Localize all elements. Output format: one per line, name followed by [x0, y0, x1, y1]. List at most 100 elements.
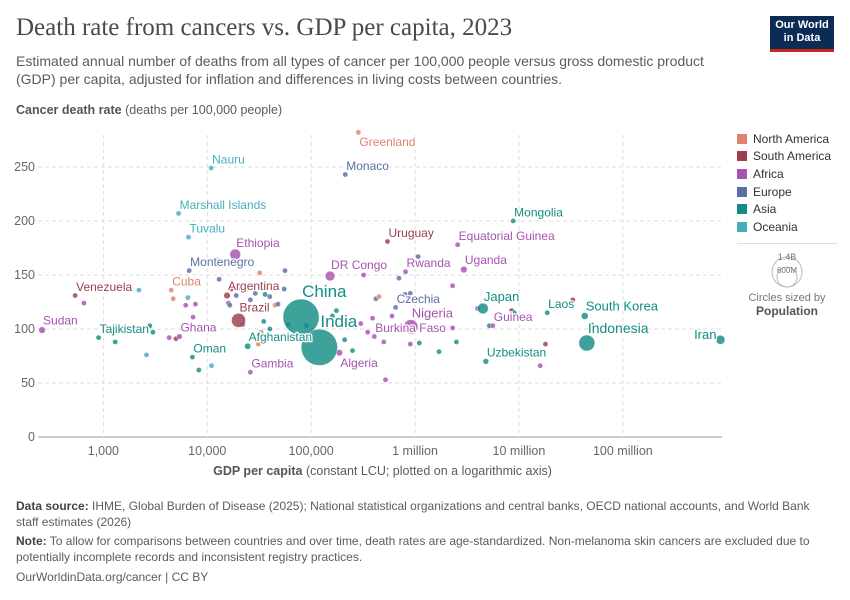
- point[interactable]: [407, 341, 414, 347]
- point-sudan[interactable]: [38, 326, 46, 334]
- point[interactable]: [247, 297, 254, 303]
- point-burkina-faso[interactable]: [371, 333, 378, 340]
- point-tuvalu[interactable]: [185, 234, 192, 240]
- point[interactable]: [252, 290, 259, 297]
- point[interactable]: [233, 292, 240, 299]
- point[interactable]: [364, 329, 371, 336]
- point-venezuela[interactable]: [72, 292, 78, 299]
- point[interactable]: [208, 362, 215, 369]
- legend-item-asia[interactable]: Asia: [737, 200, 831, 218]
- point[interactable]: [250, 333, 257, 340]
- point[interactable]: [542, 341, 549, 347]
- point-mongolia[interactable]: [510, 218, 516, 224]
- point-equatorial-guinea[interactable]: [454, 241, 461, 248]
- point-japan[interactable]: [477, 302, 489, 315]
- point[interactable]: [379, 326, 385, 332]
- point-algeria[interactable]: [335, 349, 343, 357]
- point[interactable]: [588, 321, 595, 328]
- point[interactable]: [537, 362, 543, 369]
- point[interactable]: [407, 290, 414, 297]
- point[interactable]: [360, 272, 367, 278]
- legend-item-europe[interactable]: Europe: [737, 183, 831, 201]
- point[interactable]: [267, 293, 273, 300]
- point[interactable]: [449, 282, 456, 289]
- point[interactable]: [369, 315, 376, 321]
- point[interactable]: [453, 339, 460, 345]
- point[interactable]: [143, 352, 150, 358]
- point[interactable]: [216, 276, 222, 283]
- point-rwanda[interactable]: [402, 268, 409, 275]
- point[interactable]: [349, 347, 356, 354]
- point[interactable]: [396, 275, 402, 282]
- point[interactable]: [190, 314, 196, 320]
- point[interactable]: [281, 286, 287, 292]
- point-indonesia[interactable]: [578, 334, 596, 352]
- point-ethiopia[interactable]: [229, 248, 241, 261]
- point[interactable]: [262, 291, 268, 298]
- point[interactable]: [255, 341, 262, 347]
- point[interactable]: [259, 282, 266, 289]
- point[interactable]: [166, 334, 172, 341]
- point-india[interactable]: [300, 328, 338, 366]
- point[interactable]: [341, 336, 348, 343]
- point[interactable]: [196, 367, 202, 373]
- point[interactable]: [236, 285, 243, 291]
- point-guinea[interactable]: [489, 322, 496, 329]
- point[interactable]: [170, 295, 176, 302]
- point-china[interactable]: [282, 298, 320, 336]
- point-greenland[interactable]: [355, 129, 362, 136]
- point[interactable]: [267, 326, 273, 332]
- point[interactable]: [570, 297, 576, 303]
- point[interactable]: [228, 286, 234, 292]
- point-oman[interactable]: [189, 354, 196, 360]
- point[interactable]: [227, 302, 233, 309]
- point-afghanistan[interactable]: [244, 342, 252, 350]
- point-laos[interactable]: [544, 309, 550, 316]
- legend-item-south-america[interactable]: South America: [737, 148, 831, 166]
- point[interactable]: [81, 300, 87, 306]
- point[interactable]: [275, 301, 281, 307]
- point-uganda[interactable]: [460, 266, 468, 274]
- point-uzbekistan[interactable]: [482, 358, 489, 365]
- point-tajikistan[interactable]: [95, 334, 102, 341]
- point[interactable]: [185, 294, 191, 301]
- point-uruguay[interactable]: [384, 238, 391, 245]
- legend-item-oceania[interactable]: Oceania: [737, 218, 831, 236]
- point-argentina[interactable]: [223, 292, 231, 299]
- point[interactable]: [329, 313, 336, 319]
- point[interactable]: [147, 322, 153, 329]
- owid-logo[interactable]: Our World in Data: [770, 16, 834, 52]
- point-iran[interactable]: [715, 335, 726, 345]
- point-nigeria[interactable]: [403, 319, 419, 335]
- point-marshall-islands[interactable]: [175, 210, 182, 217]
- point-cuba[interactable]: [168, 287, 175, 293]
- point[interactable]: [136, 287, 142, 293]
- point[interactable]: [150, 329, 156, 336]
- point-nauru[interactable]: [208, 165, 214, 171]
- point[interactable]: [511, 309, 517, 316]
- point-ghana[interactable]: [176, 333, 183, 340]
- point[interactable]: [382, 376, 389, 383]
- point-gambia[interactable]: [247, 369, 254, 375]
- point[interactable]: [380, 339, 387, 345]
- point[interactable]: [182, 302, 189, 309]
- legend-item-north-america[interactable]: North America: [737, 130, 831, 148]
- legend-item-africa[interactable]: Africa: [737, 165, 831, 183]
- point[interactable]: [357, 320, 364, 327]
- source-url[interactable]: OurWorldinData.org/cancer | CC BY: [16, 570, 209, 584]
- point-monaco[interactable]: [342, 171, 349, 178]
- point[interactable]: [376, 293, 382, 300]
- point[interactable]: [258, 329, 264, 336]
- point[interactable]: [192, 301, 199, 307]
- point[interactable]: [389, 313, 395, 319]
- point[interactable]: [402, 291, 408, 298]
- point[interactable]: [333, 307, 340, 314]
- point-montenegro[interactable]: [186, 267, 192, 274]
- point[interactable]: [449, 325, 456, 331]
- point[interactable]: [353, 363, 359, 370]
- point-czechia[interactable]: [392, 304, 399, 311]
- point[interactable]: [214, 257, 221, 263]
- point[interactable]: [416, 340, 423, 346]
- point-dr-congo[interactable]: [324, 270, 336, 282]
- point[interactable]: [243, 286, 250, 292]
